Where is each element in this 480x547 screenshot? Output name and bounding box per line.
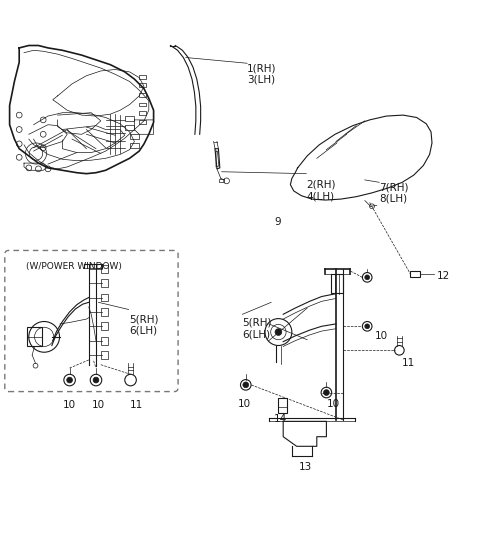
Circle shape [93,377,99,383]
Text: 10: 10 [92,400,105,410]
Text: (W/POWER WINDOW): (W/POWER WINDOW) [26,261,122,271]
Text: 10: 10 [327,399,340,409]
Bar [139,111,146,115]
Text: 5(RH)
6(LH): 5(RH) 6(LH) [130,315,159,336]
Circle shape [324,389,329,395]
Bar [219,179,224,182]
Bar [139,84,146,88]
Text: 1(RH)
3(LH): 1(RH) 3(LH) [247,63,276,85]
Bar [101,351,108,359]
Bar [331,275,343,293]
Text: 10: 10 [374,331,387,341]
Text: 2(RH)
4(LH): 2(RH) 4(LH) [306,180,336,201]
Bar [130,135,139,139]
Bar [130,143,139,148]
Text: 14: 14 [274,414,287,424]
Bar [101,308,108,316]
Circle shape [67,377,72,383]
Text: 11: 11 [130,400,144,410]
Text: 5(RH)
6(LH): 5(RH) 6(LH) [242,318,272,339]
Bar [125,116,134,121]
Text: 10: 10 [63,400,76,410]
Bar [139,75,146,79]
Bar [410,271,420,277]
Text: 10: 10 [238,399,252,409]
Bar [27,327,42,346]
Bar [101,323,108,330]
Bar [101,294,108,301]
Bar [125,125,134,130]
Circle shape [275,329,282,335]
Bar [101,280,108,287]
Text: 9: 9 [275,217,281,227]
Bar [101,265,108,272]
Bar [278,398,287,412]
Text: 13: 13 [299,462,312,472]
Text: 11: 11 [402,358,416,368]
Bar [139,103,146,107]
Bar [101,337,108,345]
Circle shape [365,275,370,280]
Bar [139,93,146,97]
Circle shape [365,324,370,329]
Circle shape [243,382,249,388]
Text: 7(RH)
8(LH): 7(RH) 8(LH) [379,182,408,204]
Text: 12: 12 [437,271,450,281]
Bar [139,120,146,124]
